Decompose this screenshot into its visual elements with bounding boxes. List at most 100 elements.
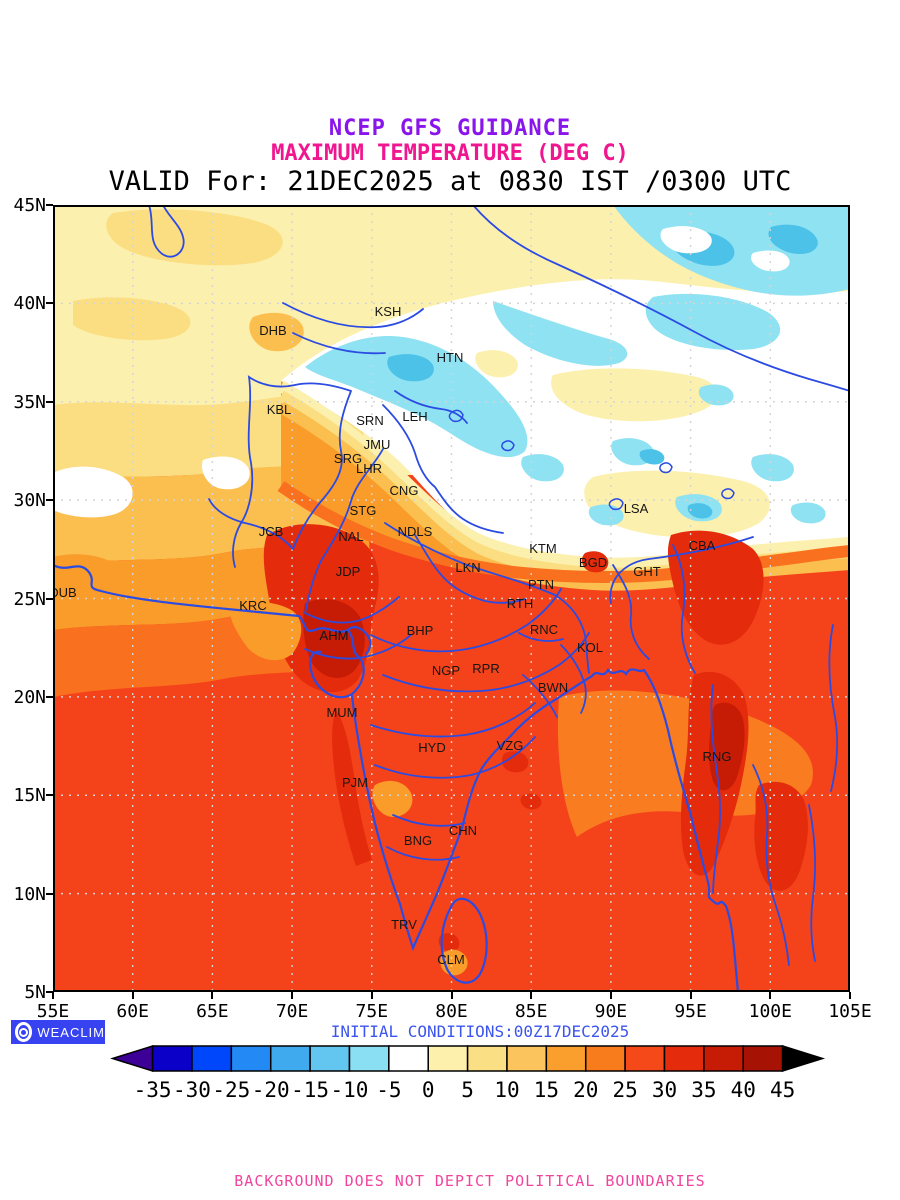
plateau-lakes [448,409,735,511]
colorbar-label: 20 [573,1078,598,1102]
station-label-leh: LEH [402,409,427,424]
station-label-ahm: AHM [320,628,349,643]
contour-yellow-patch [73,209,283,341]
colorbar-label: -20 [252,1078,290,1102]
colorbar-cell [663,1045,705,1072]
station-label-krc: KRC [239,598,266,613]
lat-tick-mark [46,794,53,797]
station-label-kol: KOL [577,640,603,655]
station-label-srn: SRN [356,413,383,428]
lat-tick-label: 25N [13,588,46,610]
colorbar-label: 15 [534,1078,559,1102]
colorbar-label: -15 [291,1078,329,1102]
lon-tick-label: 65E [196,1001,229,1022]
lon-tick-mark [211,992,214,999]
station-label-rng: RNG [703,749,732,764]
lat-tick-label: 40N [13,293,46,315]
lat-tick-label: 45N [13,195,46,216]
contour-white-patch [53,226,790,518]
station-label-ndls: NDLS [398,524,433,539]
station-label-jcb: JCB [259,524,284,539]
station-label-ngp: NGP [432,663,460,678]
graticule-grid [53,205,850,992]
colorbar-cell [427,1045,469,1072]
lat-tick-mark [46,892,53,895]
lon-tick-label: 90E [594,1001,628,1022]
colorbar-cell [309,1045,351,1072]
colorbar-cell [191,1045,233,1072]
colorbar-cell [545,1045,587,1072]
page-title-valid-time: VALID For: 21DEC2025 at 0830 IST /0300 U… [108,166,792,197]
lon-tick-mark [849,992,851,999]
colorbar-cell [466,1045,508,1072]
map-frame [53,205,850,992]
colorbar-label: 5 [461,1078,474,1102]
lat-tick-mark [46,400,53,403]
station-label-jmu: JMU [364,437,391,452]
weaclim-ring-icon [15,1022,33,1042]
lat-tick-mark [46,499,53,502]
station-label-cba: CBA [689,538,716,553]
rivers-and-borders [148,205,850,966]
lon-tick-mark [689,992,692,999]
page-title-variable: MAXIMUM TEMPERATURE (DEG C) [271,141,629,166]
station-label-rnc: RNC [530,622,558,637]
lat-tick-label: 30N [13,490,46,512]
colorbar-arrow-left [110,1044,154,1073]
colorbar-label: 35 [691,1078,716,1102]
station-label-bng: BNG [404,833,432,848]
lon-tick-label: 105E [828,1001,872,1022]
lon-tick-mark [609,992,612,999]
map-canvas: DHB KSH HTN KBL SRN LEH JMU SRG LHR CNG STG NDLS NAL… [53,205,850,992]
station-label-pjm: PJM [342,775,368,790]
lat-tick-mark [46,302,53,305]
lon-tick-label: 100E [748,1001,792,1022]
station-label-lhr: LHR [356,461,382,476]
lat-tick-label: 10N [13,883,46,905]
lon-tick-mark [131,992,134,999]
colorbar-label: 10 [494,1078,519,1102]
colorbar-arrow-right [781,1044,826,1073]
colorbar-cell [388,1045,429,1072]
station-label-hyd: HYD [418,740,445,755]
lon-tick-mark [769,992,772,999]
colorbar-cell [703,1045,744,1072]
station-label-bgd: BGD [579,555,607,570]
weaclim-logo: WEACLIM [11,1020,105,1044]
station-label-htn: HTN [437,350,464,365]
colorbar-cell [269,1045,311,1072]
colorbar-cell [624,1045,666,1072]
lon-tick-mark [52,992,54,999]
contour-orange-spot [53,554,468,976]
weaclim-logo-text: WEACLIM [37,1024,105,1040]
station-label-kbl: KBL [267,402,292,417]
station-label-cng: CNG [390,483,419,498]
lat-tick-mark [46,597,53,600]
lat-tick-mark [46,695,53,698]
station-label-nal: NAL [338,529,363,544]
station-label-mum: MUM [326,705,357,720]
lat-tick-label: 15N [13,785,46,807]
colorbar-label: -35 [134,1078,172,1102]
lon-tick-mark [530,992,533,999]
colorbar-cell [506,1045,548,1072]
colorbar-label: -5 [376,1078,401,1102]
contour-himalaya-strip [281,381,850,582]
contour-redonset-deeporange [277,481,850,583]
lon-tick-mark [370,992,373,999]
station-label-bhp: BHP [407,623,434,638]
colorbar-cell [742,1045,784,1072]
lat-tick-mark [46,991,53,993]
colorbar-label: 40 [731,1078,756,1102]
station-label-lsa: LSA [624,501,649,516]
contour-plateau-yellow-patch [475,350,770,538]
station-label-lkn: LKN [455,560,480,575]
lat-tick-label: 35N [13,391,46,413]
lon-tick-label: 95E [674,1001,707,1022]
page-title-model: NCEP GFS GUIDANCE [328,116,572,141]
station-label-dub: DUB [53,585,77,600]
lon-tick-mark [291,992,294,999]
